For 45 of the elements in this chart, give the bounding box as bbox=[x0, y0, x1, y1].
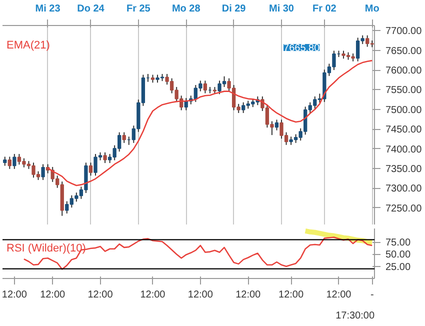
x-tick-label: 12:00 bbox=[2, 290, 28, 300]
candlestick bbox=[122, 132, 126, 144]
x-tick-label: 12:00 bbox=[236, 290, 262, 300]
candlestick bbox=[103, 152, 107, 164]
candlestick bbox=[12, 153, 16, 170]
y-tick-label: 7400.00 bbox=[386, 144, 422, 156]
x-tick-label: Fr 25 bbox=[126, 4, 151, 14]
x-tick-label: Mi 30 bbox=[268, 4, 294, 14]
candlestick bbox=[88, 162, 93, 176]
x-tick-label: 12:00 bbox=[188, 290, 214, 300]
y-tick-label: 7250.00 bbox=[386, 203, 422, 214]
line-series bbox=[23, 236, 373, 270]
text: 17:30:00 bbox=[336, 310, 375, 322]
candlestick bbox=[8, 156, 12, 170]
x-tick-label: 12:00 bbox=[326, 290, 352, 300]
x-tick-label: Mo 28 bbox=[172, 4, 201, 14]
y-tick-label: 7300.00 bbox=[386, 184, 422, 195]
x-tick-label: 12:00 bbox=[88, 290, 114, 300]
y-tick-label: 7450.00 bbox=[386, 124, 422, 136]
x-tick-label: - bbox=[370, 290, 374, 300]
y-tick-label: 25.00 bbox=[386, 262, 411, 273]
y-tick-label: 7500.00 bbox=[386, 104, 422, 116]
candlestick bbox=[3, 156, 7, 166]
x-tick-label: Di 29 bbox=[222, 4, 246, 14]
y-tick-label: 7700.00 bbox=[386, 26, 422, 38]
x-tick-label: 12:00 bbox=[140, 290, 166, 300]
x-tick-label: Fr 02 bbox=[312, 4, 337, 14]
x-tick-label: 12:00 bbox=[278, 290, 304, 300]
text: EMA(21) bbox=[6, 40, 50, 52]
y-tick-label: 75.00 bbox=[386, 238, 411, 249]
candlestick bbox=[274, 119, 279, 131]
candlestick bbox=[41, 164, 45, 180]
y-tick-label: 7550.00 bbox=[386, 85, 422, 96]
y-tick-label: 7600.00 bbox=[386, 66, 422, 77]
annotation: 7665.80 bbox=[284, 43, 320, 54]
y-tick-label: 7350.00 bbox=[386, 164, 422, 176]
x-tick-label: Mi 23 bbox=[35, 4, 61, 14]
y-tick-label: 7650.00 bbox=[386, 46, 422, 57]
y-tick-label: 50.00 bbox=[386, 250, 411, 261]
x-tick-label: 12:00 bbox=[40, 290, 66, 300]
line-series bbox=[47, 60, 373, 186]
x-tick-label: Mo bbox=[364, 4, 380, 14]
candlestick bbox=[203, 80, 208, 94]
series-label: RSI (Wilder)(10) bbox=[6, 242, 86, 254]
x-tick-label: Do 24 bbox=[77, 4, 105, 14]
